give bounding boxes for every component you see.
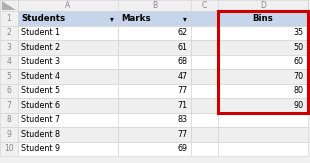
Text: B: B — [152, 1, 157, 10]
Text: Student 6: Student 6 — [21, 101, 60, 110]
Bar — [218, 69, 308, 83]
Bar — [191, 11, 218, 25]
Bar — [191, 25, 218, 40]
Text: 62: 62 — [178, 28, 188, 37]
Text: ▾: ▾ — [110, 14, 114, 23]
Text: 10: 10 — [4, 144, 14, 153]
Bar — [218, 112, 308, 127]
Text: 7: 7 — [7, 101, 11, 110]
Bar — [118, 83, 191, 98]
Text: 8: 8 — [7, 115, 11, 124]
Bar — [18, 112, 118, 127]
Bar — [18, 98, 118, 112]
Bar — [218, 25, 308, 40]
Text: 3: 3 — [7, 43, 11, 52]
Text: Students: Students — [21, 14, 65, 23]
Text: ▾: ▾ — [183, 14, 187, 23]
Bar — [191, 127, 218, 141]
Text: Student 1: Student 1 — [21, 28, 60, 37]
Text: 70: 70 — [294, 72, 304, 81]
Bar — [118, 127, 191, 141]
Text: 69: 69 — [178, 144, 188, 153]
Bar — [18, 40, 118, 54]
Polygon shape — [2, 1, 16, 10]
Bar — [118, 11, 191, 25]
Bar — [118, 98, 191, 112]
Bar — [218, 141, 308, 156]
Bar — [0, 0, 308, 11]
Text: Student 5: Student 5 — [21, 86, 60, 95]
Text: Student 8: Student 8 — [21, 130, 60, 139]
Bar — [0, 0, 18, 11]
Text: 4: 4 — [7, 57, 11, 66]
Text: 1: 1 — [7, 14, 11, 23]
Bar — [118, 54, 191, 69]
Bar — [18, 11, 118, 25]
Text: 68: 68 — [178, 57, 188, 66]
Bar — [191, 69, 218, 83]
Bar — [191, 40, 218, 54]
Text: C: C — [202, 1, 207, 10]
Bar — [218, 40, 308, 54]
Bar — [0, 83, 18, 98]
Bar — [218, 127, 308, 141]
Text: 77: 77 — [178, 86, 188, 95]
Bar — [191, 98, 218, 112]
Bar — [0, 69, 18, 83]
Bar — [18, 127, 118, 141]
Text: 90: 90 — [294, 101, 304, 110]
Bar — [118, 112, 191, 127]
Text: Student 3: Student 3 — [21, 57, 60, 66]
Text: 2: 2 — [7, 28, 11, 37]
Text: Student 2: Student 2 — [21, 43, 60, 52]
Text: 35: 35 — [294, 28, 304, 37]
Bar — [0, 127, 18, 141]
Bar — [218, 11, 308, 25]
Text: Student 4: Student 4 — [21, 72, 60, 81]
Bar — [18, 69, 118, 83]
Bar — [18, 54, 118, 69]
Bar — [218, 11, 308, 112]
Bar — [18, 83, 118, 98]
Bar — [118, 40, 191, 54]
Text: 6: 6 — [7, 86, 11, 95]
Text: 77: 77 — [178, 130, 188, 139]
Bar — [118, 69, 191, 83]
Text: 50: 50 — [294, 43, 304, 52]
Text: Student 9: Student 9 — [21, 144, 60, 153]
Text: 47: 47 — [178, 72, 188, 81]
Text: Marks: Marks — [121, 14, 151, 23]
Text: 71: 71 — [178, 101, 188, 110]
Bar — [191, 112, 218, 127]
Text: D: D — [260, 1, 266, 10]
Bar — [218, 83, 308, 98]
Text: 61: 61 — [178, 43, 188, 52]
Text: 9: 9 — [7, 130, 11, 139]
Text: 5: 5 — [7, 72, 11, 81]
Bar — [0, 11, 18, 25]
Text: Bins: Bins — [253, 14, 273, 23]
Bar — [218, 54, 308, 69]
Bar — [191, 54, 218, 69]
Bar — [191, 83, 218, 98]
Text: Student 7: Student 7 — [21, 115, 60, 124]
Bar — [118, 141, 191, 156]
Bar — [18, 141, 118, 156]
Bar — [0, 112, 18, 127]
Text: 80: 80 — [294, 86, 304, 95]
Bar — [218, 98, 308, 112]
Bar — [191, 141, 218, 156]
Text: 60: 60 — [294, 57, 304, 66]
Text: 83: 83 — [178, 115, 188, 124]
Bar — [0, 40, 18, 54]
Bar — [0, 54, 18, 69]
Bar — [0, 25, 18, 40]
Bar — [0, 141, 18, 156]
Text: A: A — [65, 1, 71, 10]
Bar — [18, 25, 118, 40]
Bar — [0, 98, 18, 112]
Bar — [118, 25, 191, 40]
